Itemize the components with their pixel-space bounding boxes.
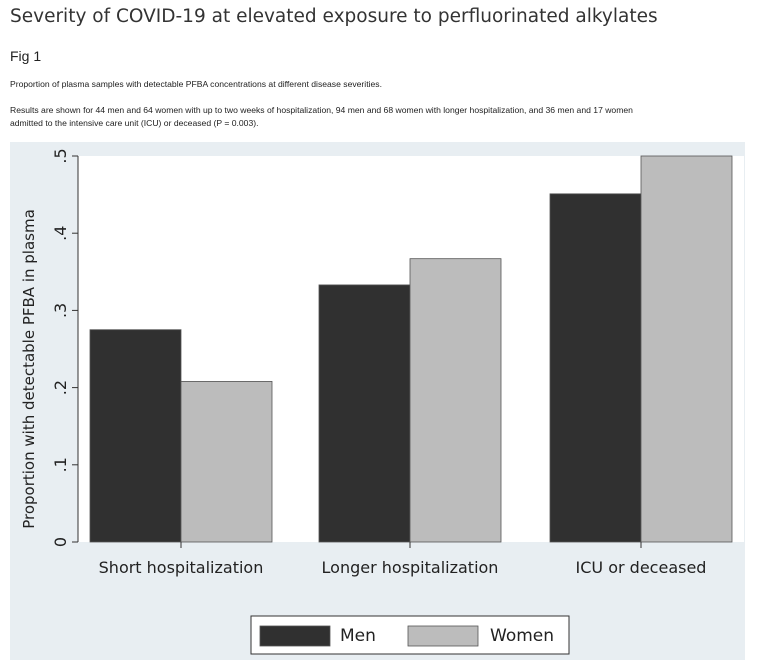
y-tick-label: .3	[51, 303, 70, 318]
figure-notes-continued: admitted to the intensive care unit (ICU…	[10, 118, 259, 128]
bar-men-1	[318, 284, 411, 543]
legend-label-men: Men	[340, 626, 376, 646]
bar-women-2	[640, 155, 733, 543]
bar-men-2	[549, 193, 642, 543]
bar-men-0	[89, 329, 182, 543]
bar-women-0	[180, 381, 273, 543]
legend-swatch-men	[259, 625, 331, 647]
figure-caption: Proportion of plasma samples with detect…	[10, 79, 382, 89]
x-tick-label: Longer hospitalization	[322, 558, 499, 577]
y-axis-title: Proportion with detectable PFBA in plasm…	[20, 209, 38, 529]
legend-label-women: Women	[490, 626, 554, 646]
figure-notes: Results are shown for 44 men and 64 wome…	[10, 105, 633, 115]
y-tick-label: .4	[51, 226, 70, 241]
page-title: Severity of COVID-19 at elevated exposur…	[10, 6, 658, 27]
x-tick-label: Short hospitalization	[99, 558, 264, 577]
bar-chart: 0 .1 .2 .3 .4 .5 Proportion with detectable PF…	[20, 148, 744, 655]
bar-women-1	[409, 258, 502, 543]
y-tick-label: .2	[51, 380, 70, 395]
y-tick-label: .1	[51, 457, 70, 472]
y-tick-label: 0	[51, 537, 70, 547]
chart-panel: 0 .1 .2 .3 .4 .5 Proportion with detectable PF…	[10, 142, 745, 660]
figure-label: Fig 1	[10, 48, 42, 64]
x-tick-label: ICU or deceased	[576, 558, 707, 577]
y-tick-label: .5	[51, 148, 70, 163]
legend-swatch-women	[407, 625, 479, 647]
